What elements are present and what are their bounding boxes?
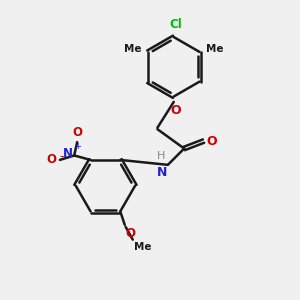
Text: -: -	[59, 151, 64, 164]
Text: O: O	[206, 135, 217, 148]
Text: +: +	[74, 142, 81, 151]
Text: N: N	[63, 148, 73, 160]
Text: Cl: Cl	[169, 17, 182, 31]
Text: O: O	[72, 125, 82, 139]
Text: O: O	[46, 153, 56, 167]
Text: H: H	[157, 151, 166, 161]
Text: N: N	[157, 166, 167, 179]
Text: Me: Me	[124, 44, 142, 54]
Text: O: O	[170, 104, 181, 117]
Text: Me: Me	[206, 44, 224, 54]
Text: Me: Me	[134, 242, 151, 252]
Text: O: O	[126, 227, 136, 240]
